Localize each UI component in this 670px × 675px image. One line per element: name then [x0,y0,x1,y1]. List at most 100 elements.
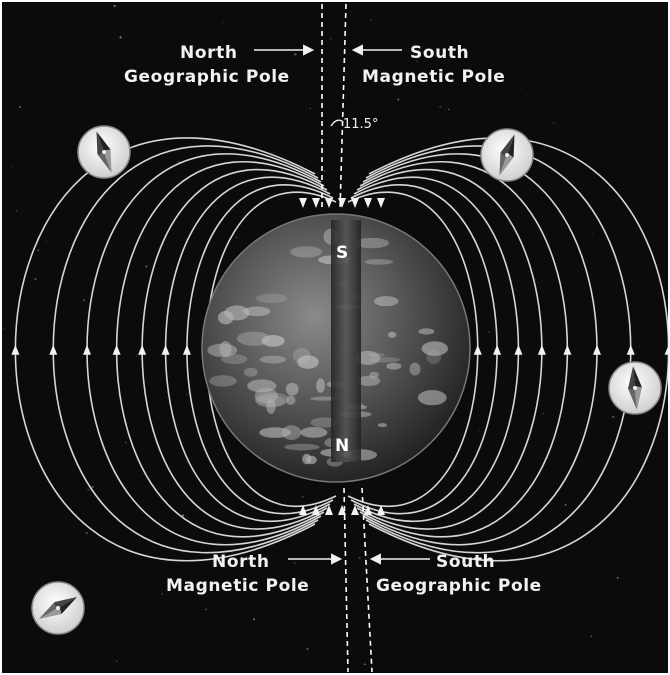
field-arrow [664,344,670,355]
compass-icon [480,128,534,182]
star [19,106,22,108]
label-north-geographic-line1: North [180,43,238,63]
field-arrow [377,198,385,208]
field-arrow [473,344,482,355]
star [616,576,619,579]
cloud-patch [373,296,399,307]
tilt-angle-arc [330,119,343,127]
cloud-patch [377,423,387,428]
star [3,328,5,330]
field-arrow [325,505,333,515]
star [309,107,312,110]
cloud-patch [284,443,320,451]
star [416,60,418,63]
star [135,355,138,357]
cloud-patch [364,259,394,265]
star [305,584,307,587]
field-arrow [325,198,333,208]
label-north-magnetic-line2: Magnetic Pole [166,576,309,596]
star [542,412,545,415]
star [552,122,555,124]
star [253,618,256,621]
cloud-patch [426,349,442,365]
cloud-patch [417,390,447,406]
label-south-magnetic-line1: South [410,43,469,63]
field-arrow [351,505,359,515]
cloud-patch [297,355,319,369]
star [180,641,182,643]
cloud-patch [293,347,311,364]
field-arrow [49,344,58,355]
star [45,240,47,242]
cloud-patch [290,246,323,258]
field-arrow [563,344,572,355]
star [15,209,18,212]
cloud-patch [369,371,379,379]
field-arrow [338,198,346,208]
label-north-geographic-line2: Geographic Pole [124,67,290,87]
star [115,28,117,30]
cloud-patch [259,355,287,364]
cloud-patch [388,331,397,338]
cloud-patch [255,394,286,408]
tilt-angle-label: 11.5° [343,117,378,132]
cloud-patch [266,398,276,414]
field-arrow [537,344,546,355]
label-south-geographic-line1: South [436,552,495,572]
star [37,249,39,251]
star [271,152,273,154]
cloud-patch [209,375,237,387]
star [293,562,296,564]
star [413,69,415,71]
star [85,531,88,535]
label-south-magnetic-pole: South Magnetic Pole [351,43,505,87]
star [294,53,297,56]
field-arrow [138,344,147,355]
field-arrow [299,505,307,515]
magnetic-axis-bottom [361,487,373,673]
field-arrow [377,505,385,515]
star [236,237,238,238]
label-north-magnetic-pole: North Magnetic Pole [166,552,343,596]
field-arrow [351,198,359,208]
star [324,170,326,172]
field-arrow [364,505,372,515]
star [301,579,303,581]
cloud-patch [243,367,258,377]
cloud-patch [355,350,381,365]
field-arrow [514,344,523,355]
magnetic-axis-top [339,3,347,211]
cloud-patch [386,362,402,370]
star [222,21,224,23]
field-arrow [593,344,601,355]
star [397,98,400,101]
cloud-patch [316,378,325,393]
cloud-patch [207,343,238,357]
field-arrow [312,198,320,208]
star [590,635,592,638]
star [363,663,366,666]
label-south-geographic-pole: South Geographic Pole [369,552,541,596]
label-south-magnetic-line2: Magnetic Pole [362,67,505,87]
star [161,592,163,595]
cloud-patch [310,417,338,428]
field-arrow [11,344,20,355]
compasses [31,125,662,635]
cloud-patch [421,341,448,356]
star [145,265,148,268]
star [116,660,118,663]
cloud-patch [261,335,285,347]
star [638,346,640,348]
star [119,36,122,39]
star [591,233,593,235]
star [186,393,188,396]
star [358,557,361,560]
cloud-patch [254,392,290,407]
star [12,167,14,169]
field-arrow [299,198,307,208]
star [488,331,490,333]
star [477,429,480,431]
star [534,278,536,280]
cloud-patch [369,357,400,363]
